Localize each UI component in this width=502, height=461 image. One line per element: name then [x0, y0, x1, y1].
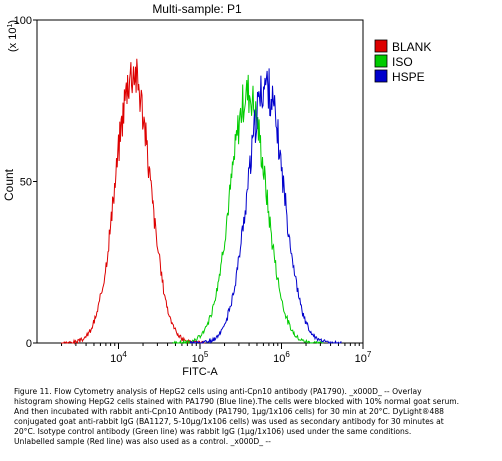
- series-line-hspe: [189, 68, 342, 345]
- x-tick-label: 104: [110, 350, 127, 365]
- caption-line: Figure 11. Flow Cytometry analysis of He…: [14, 387, 422, 396]
- x-axis-label: FITC-A: [182, 366, 218, 378]
- caption-line: And then incubated with rabbit anti-Cpn1…: [14, 407, 444, 416]
- figure-caption: Figure 11. Flow Cytometry analysis of He…: [14, 387, 498, 447]
- y-multiplier-label: (x 101): [7, 20, 19, 52]
- x-axis-ticks: 104 105 106 107: [61, 343, 372, 365]
- legend-swatch-blank: [374, 39, 388, 53]
- x-tick-label: 107: [355, 350, 372, 365]
- y-axis-label: Count: [2, 168, 16, 201]
- caption-line: conjugated goat anti-rabbit IgG (BA1127,…: [14, 417, 444, 426]
- legend-swatch-iso: [374, 54, 388, 68]
- y-tick-label: 50: [20, 177, 32, 189]
- series-line-blank: [61, 58, 205, 345]
- series-layer: [61, 58, 342, 345]
- legend-label-hspe: HSPE: [392, 70, 425, 84]
- y-tick-label: 0: [26, 338, 32, 350]
- plot-area: [36, 19, 364, 344]
- caption-line: 20°C. Isotype control antibody (Green li…: [14, 427, 412, 436]
- y-multiplier-exp: 1: [7, 24, 14, 28]
- legend-label-iso: ISO: [392, 55, 413, 69]
- series-line-iso: [172, 74, 324, 345]
- y-tick-label: 100: [14, 15, 32, 27]
- caption-line: histogram showing HepG2 cells stained wi…: [14, 397, 460, 406]
- y-axis-ticks: 0 50 100: [14, 15, 37, 350]
- caption-line: Unlabelled sample (Red line) was also us…: [14, 437, 271, 446]
- legend-swatch-hspe: [374, 69, 388, 83]
- legend-label-blank: BLANK: [392, 40, 431, 54]
- x-tick-label: 105: [192, 350, 209, 365]
- flow-cytometry-histogram: Multi-sample: P1 (x 101) Count 0 50 100 10…: [2, 2, 431, 378]
- chart-title: Multi-sample: P1: [152, 2, 242, 16]
- x-tick-label: 106: [273, 350, 290, 365]
